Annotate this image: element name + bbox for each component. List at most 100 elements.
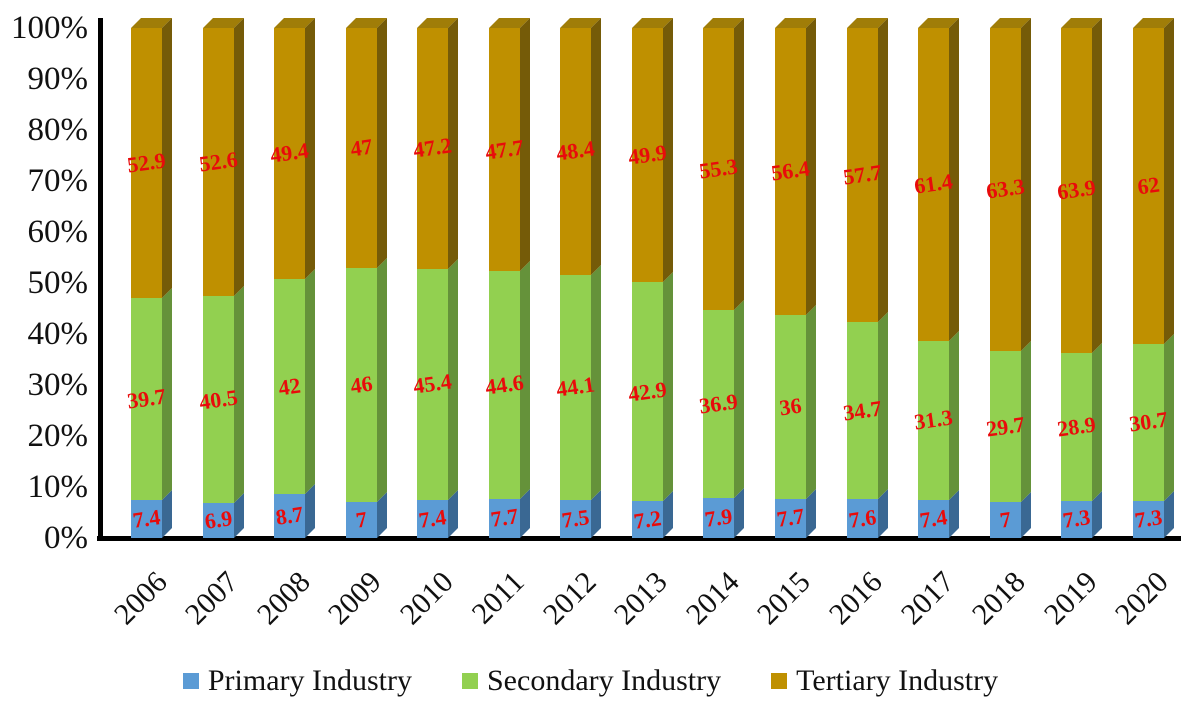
segment-primary-industry <box>488 498 520 538</box>
segment-primary-industry <box>202 502 234 538</box>
data-label-tertiary-industry: 57.7 <box>841 159 883 190</box>
y-tick-label: 0% <box>44 520 88 556</box>
data-label-primary-industry: 7.4 <box>417 504 448 533</box>
segment-primary-industry <box>989 502 1021 538</box>
data-label-secondary-industry: 28.9 <box>1055 411 1098 442</box>
bar-side-face <box>734 17 745 538</box>
bar-2008: 8.7 42 49.4 <box>269 17 316 538</box>
bar-side-face <box>305 17 316 538</box>
bar-side-face <box>949 17 960 538</box>
bar-side-face <box>519 18 530 538</box>
bar-side-face <box>376 18 387 538</box>
data-label-tertiary-industry: 61.4 <box>912 168 955 199</box>
segment-secondary-industry <box>1061 353 1093 501</box>
data-label-tertiary-industry: 49.4 <box>268 137 311 169</box>
data-label-tertiary-industry: 56.4 <box>769 155 812 186</box>
data-label-tertiary-industry: 47.2 <box>411 132 454 163</box>
segment-primary-industry <box>417 500 449 538</box>
y-tick-label: 40% <box>27 316 89 352</box>
bar-side-face <box>448 18 459 538</box>
segment-primary-industry <box>345 502 377 538</box>
segment-primary-industry <box>560 499 592 538</box>
data-label-tertiary-industry: 52.9 <box>125 147 168 178</box>
y-tick-label: 30% <box>27 367 89 403</box>
data-label-secondary-industry: 36 <box>777 392 804 421</box>
y-tick-label: 10% <box>27 469 89 505</box>
segment-secondary-industry <box>560 274 592 500</box>
segment-secondary-industry <box>703 309 735 498</box>
segment-secondary-industry <box>417 268 449 501</box>
data-label-tertiary-industry: 63.9 <box>1055 174 1098 205</box>
data-label-primary-industry: 7.4 <box>131 504 162 533</box>
data-label-primary-industry: 6.9 <box>202 505 234 535</box>
data-label-tertiary-industry: 48.4 <box>554 135 597 166</box>
data-label-secondary-industry: 36.9 <box>698 388 740 419</box>
segment-tertiary-industry <box>989 28 1021 351</box>
segment-tertiary-industry <box>417 28 449 269</box>
segment-tertiary-industry <box>631 28 663 283</box>
legend-label-primary-industry: Primary Industry <box>207 664 412 697</box>
segment-tertiary-industry <box>345 28 377 268</box>
bar-side-face <box>591 18 602 538</box>
segment-tertiary-industry <box>703 27 735 310</box>
bar-2019: 7.3 28.9 63.9 <box>1056 17 1103 538</box>
segment-primary-industry <box>631 501 663 538</box>
bar-side-face <box>805 17 816 538</box>
segment-tertiary-industry <box>846 28 878 323</box>
y-tick-label: 70% <box>27 163 89 199</box>
data-label-tertiary-industry: 52.6 <box>197 146 239 177</box>
segment-primary-industry <box>131 500 162 538</box>
segment-secondary-industry <box>202 296 234 503</box>
bar-2012: 7.5 44.1 48.4 <box>555 18 602 538</box>
tertiary-industry-swatch-icon <box>771 673 788 689</box>
segment-tertiary-industry <box>131 28 162 298</box>
segment-primary-industry <box>774 498 806 538</box>
secondary-industry-swatch-icon <box>462 673 478 689</box>
data-label-primary-industry: 7.4 <box>918 504 949 533</box>
segment-tertiary-industry <box>560 28 592 275</box>
segment-secondary-industry <box>918 340 950 501</box>
segment-secondary-industry <box>631 282 663 502</box>
y-tick-label: 80% <box>27 112 89 148</box>
data-label-secondary-industry: 44.6 <box>483 369 525 400</box>
bar-2018: 7 29.7 63.3 <box>984 18 1031 538</box>
bar-2009: 7 46 47 <box>345 18 387 538</box>
bar-2015: 7.7 36 56.4 <box>770 17 816 538</box>
bar-2010: 7.4 45.4 47.2 <box>412 18 459 538</box>
data-label-secondary-industry: 34.7 <box>841 395 883 426</box>
segment-tertiary-industry <box>1061 27 1093 354</box>
bar-side-face <box>1092 17 1103 538</box>
data-label-primary-industry: 7.3 <box>1061 504 1092 534</box>
legend-item-tertiary-industry: Tertiary Industry <box>771 664 998 698</box>
bar-side-face <box>877 18 888 538</box>
data-label-secondary-industry: 39.7 <box>125 383 168 414</box>
bar-2014: 7.9 36.9 55.3 <box>698 17 745 538</box>
data-label-primary-industry: 7.2 <box>631 504 663 534</box>
bar-2011: 7.7 44.6 47.7 <box>483 18 530 538</box>
data-label-primary-industry: 7 <box>997 506 1013 533</box>
segment-primary-industry <box>1132 500 1164 538</box>
data-label-primary-industry: 7.5 <box>560 504 592 533</box>
data-label-secondary-industry: 29.7 <box>984 411 1026 442</box>
data-label-secondary-industry: 42 <box>276 372 303 400</box>
bar-2020: 7.3 30.7 62 <box>1127 18 1174 538</box>
segment-primary-industry <box>274 493 306 538</box>
bar-2013: 7.2 42.9 49.9 <box>626 18 673 538</box>
data-label-primary-industry: 7.9 <box>703 503 735 532</box>
data-label-tertiary-industry: 55.3 <box>698 152 740 184</box>
segment-secondary-industry <box>1132 344 1164 501</box>
segment-tertiary-industry <box>274 27 306 280</box>
data-label-secondary-industry: 40.5 <box>197 383 239 415</box>
data-label-secondary-industry: 44.1 <box>554 371 597 402</box>
data-label-primary-industry: 7.6 <box>846 503 878 533</box>
data-label-primary-industry: 8.7 <box>274 501 305 530</box>
data-label-secondary-industry: 45.4 <box>411 368 454 400</box>
bar-side-face <box>162 18 172 538</box>
bar-side-face <box>662 18 673 538</box>
segment-secondary-industry <box>274 279 306 494</box>
bar-2007: 6.9 40.5 52.6 <box>197 18 244 538</box>
data-label-tertiary-industry: 63.3 <box>984 173 1026 204</box>
segment-secondary-industry <box>989 350 1021 503</box>
